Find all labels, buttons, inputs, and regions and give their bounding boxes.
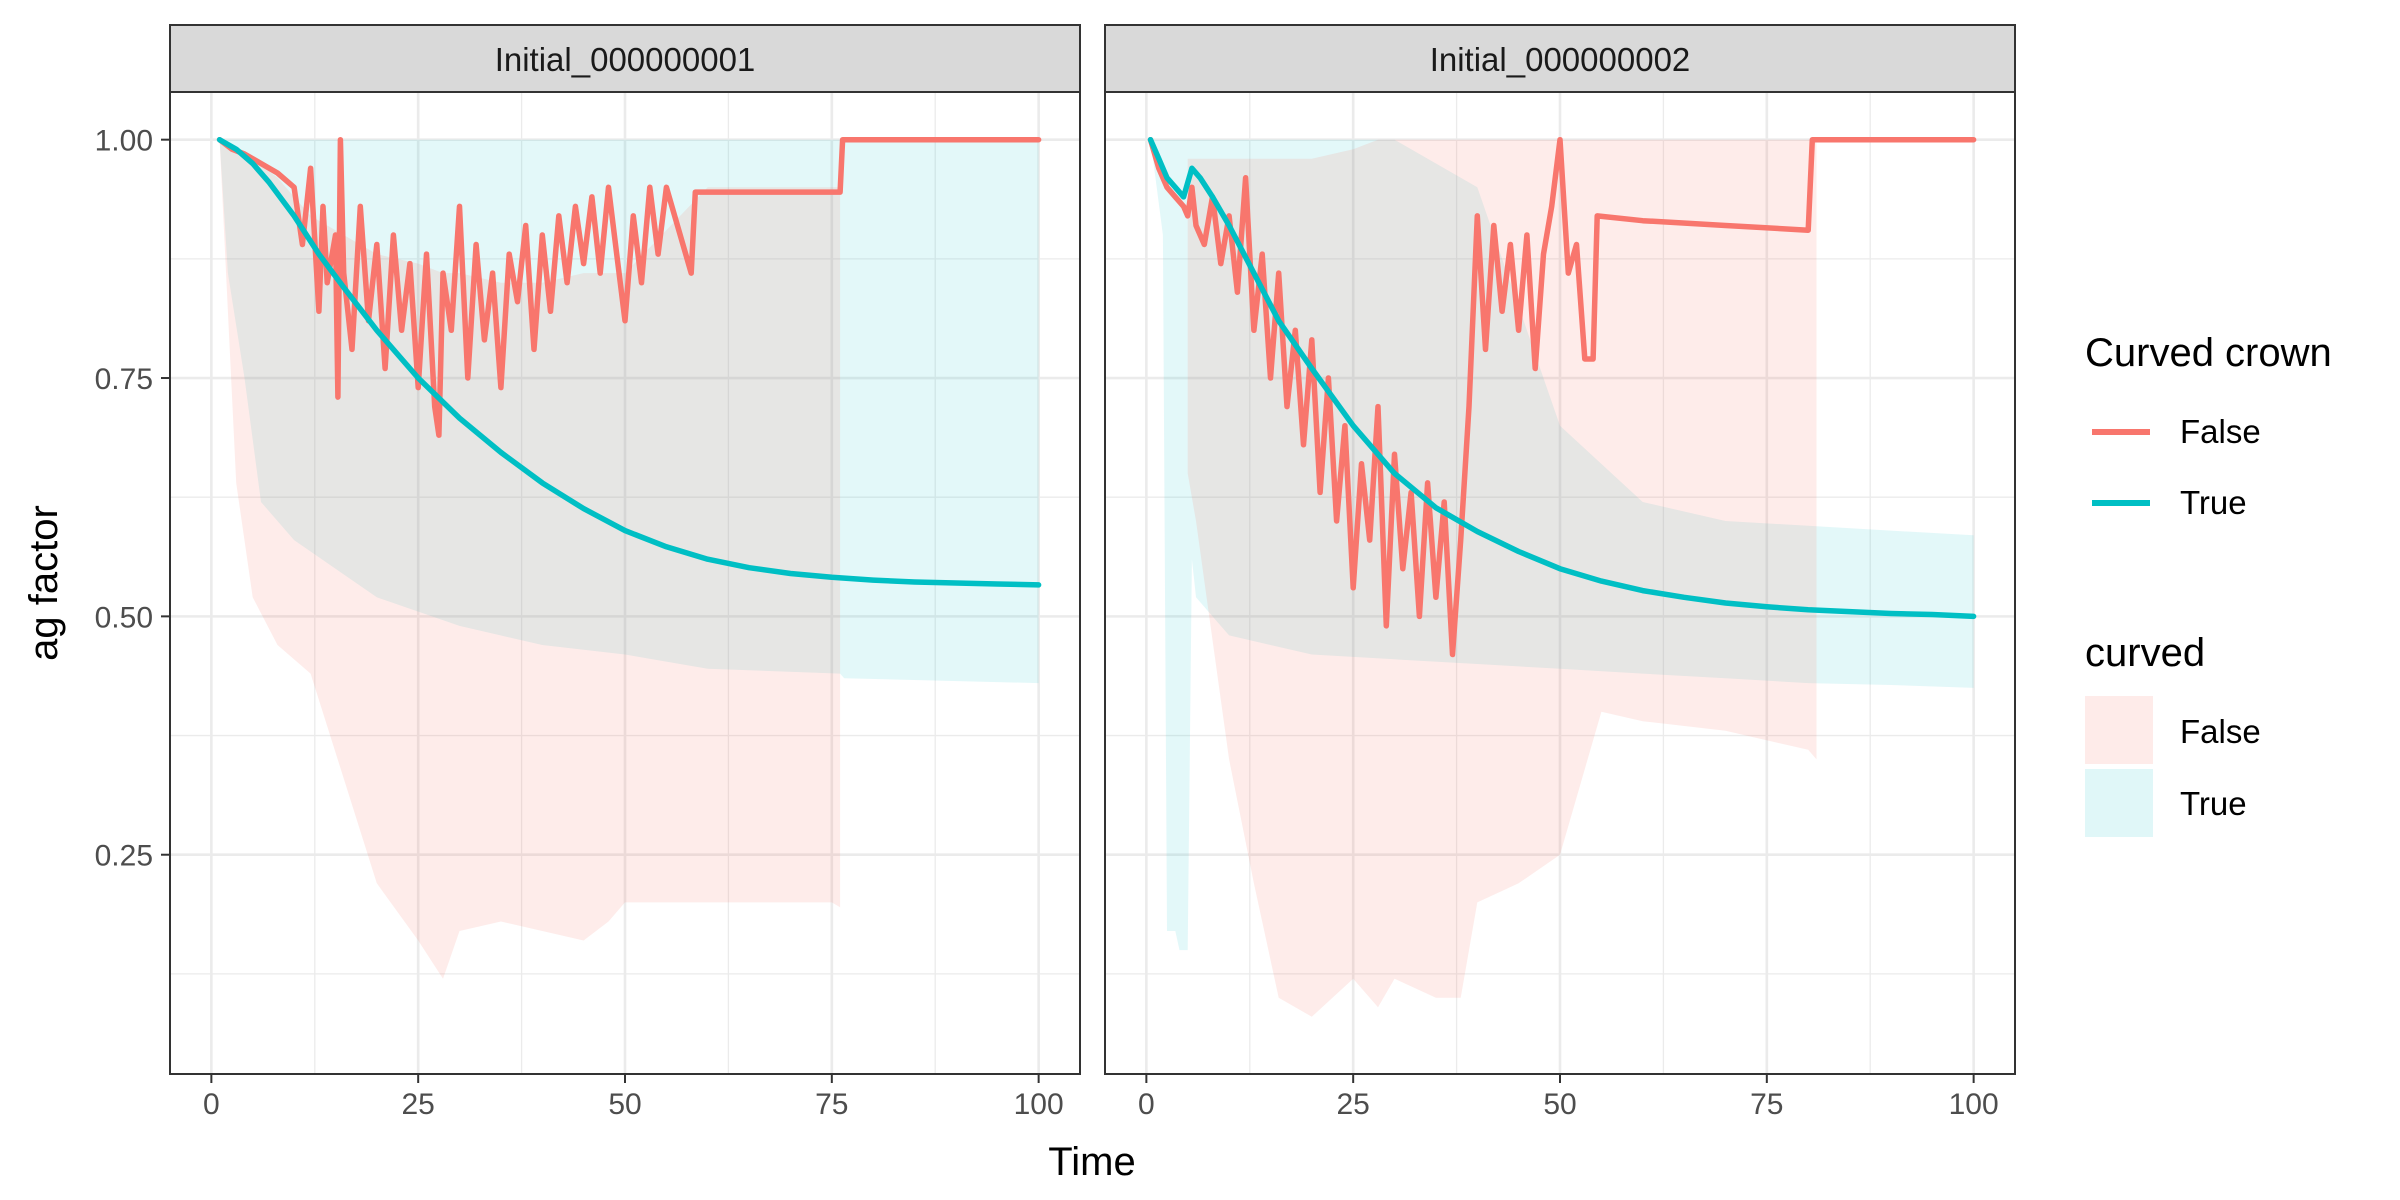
x-tick-label-0: 0: [203, 1088, 220, 1121]
x-tick-label-2: 50: [1543, 1088, 1576, 1121]
facet-strip-2: [1104, 24, 2016, 93]
x-tick-label-4: 100: [1949, 1088, 1999, 1121]
series-line-false: [1147, 136, 1977, 658]
x-tick-label-1: 25: [1336, 1088, 1369, 1121]
series-line-false: [216, 136, 1042, 438]
facet-strip-label-2: Initial_000000002: [1430, 41, 1691, 78]
ribbon-false: [1187, 139, 1817, 1017]
facet-strip-label-1: Initial_000000001: [495, 41, 756, 78]
legend-label-line-false: False: [2180, 413, 2261, 450]
legend-title-curved-crown: Curved crown: [2085, 331, 2332, 375]
y-tick-label-1: 0.50: [95, 601, 153, 634]
series-line-true: [1147, 136, 1977, 620]
y-axis-title: ag factor: [22, 505, 66, 661]
legend-key-fill-false: [2085, 696, 2153, 764]
x-axis-1: 0 25 50 75 100: [203, 1074, 1064, 1121]
x-tick-label-3: 75: [815, 1088, 848, 1121]
facet-panel-2: Initial_000000002 0 25 50 75 100: [1104, 24, 2016, 1121]
legend-title-curved: curved: [2085, 631, 2205, 675]
panel-lines-1: [216, 136, 1042, 588]
x-axis-title: Time: [1048, 1140, 1135, 1184]
legend-curved: curved False True: [2085, 631, 2261, 837]
panel-ribbons-2: [1150, 139, 1974, 1017]
ribbon-true: [1150, 139, 1974, 951]
legend-label-line-true: True: [2180, 484, 2247, 521]
x-tick-label-0: 0: [1138, 1088, 1155, 1121]
y-tick-label-2: 0.75: [95, 363, 153, 396]
x-tick-label-1: 25: [401, 1088, 434, 1121]
x-axis-2: 0 25 50 75 100: [1138, 1074, 1999, 1121]
ribbon-false: [219, 139, 841, 979]
legend-label-fill-true: True: [2180, 785, 2247, 822]
series-line-true: [216, 136, 1042, 588]
facet-panel-1: Initial_000000001 0 25 50 75 100: [169, 24, 1081, 1121]
x-tick-label-4: 100: [1014, 1088, 1064, 1121]
facet-strip-1: [169, 24, 1081, 93]
legend-key-fill-true: [2085, 769, 2153, 837]
panel-ribbons-1: [219, 139, 1039, 979]
x-tick-label-2: 50: [608, 1088, 641, 1121]
y-tick-label-3: 1.00: [95, 125, 153, 158]
y-tick-label-0: 0.25: [95, 840, 153, 873]
x-tick-label-3: 75: [1750, 1088, 1783, 1121]
y-axis: 0.25 0.50 0.75 1.00: [95, 125, 170, 873]
legend-label-fill-false: False: [2180, 713, 2261, 750]
panel-lines-2: [1147, 136, 1977, 658]
legend-curved-crown: Curved crown False True: [2085, 331, 2332, 521]
